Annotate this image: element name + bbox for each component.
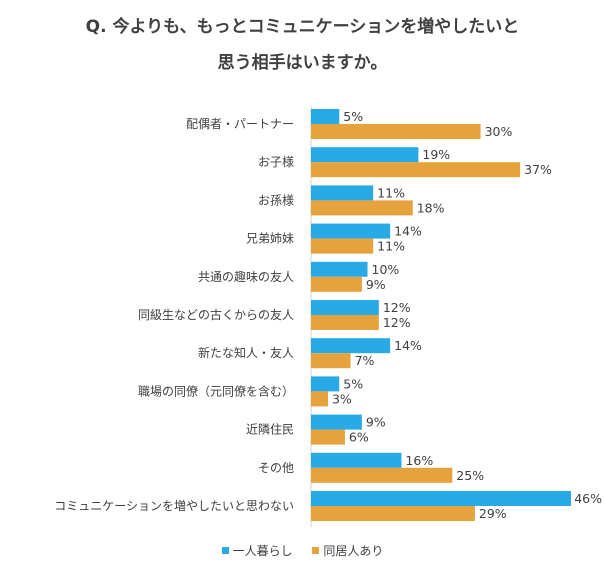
bar-cohabiting	[311, 506, 475, 521]
category-label: 同級生などの古くからの友人	[138, 307, 294, 322]
category-label: 職場の同僚（元同僚を含む）	[138, 383, 294, 398]
bar-single	[311, 185, 374, 201]
bar-single	[311, 491, 571, 506]
legend-swatch-single	[221, 547, 229, 554]
data-label-cohabiting: 25%	[456, 468, 484, 483]
data-label-cohabiting: 11%	[377, 239, 405, 254]
bar-cohabiting	[311, 429, 345, 445]
legend-item-single: 一人暮らし	[221, 542, 293, 559]
data-label-single: 46%	[574, 491, 602, 506]
bar-cohabiting	[311, 162, 521, 178]
bar-single	[311, 109, 340, 124]
bar-cohabiting	[311, 353, 351, 369]
bar-cohabiting	[311, 467, 453, 483]
category-label: 新たな知人・友人	[198, 345, 294, 360]
legend: 一人暮らし 同居人あり	[0, 542, 605, 559]
bar-cohabiting	[311, 124, 481, 139]
legend-swatch-cohabiting	[312, 547, 320, 554]
data-label-cohabiting: 12%	[383, 315, 411, 330]
data-label-cohabiting: 30%	[485, 124, 513, 139]
bar-single	[311, 147, 419, 163]
bar-cohabiting	[311, 391, 328, 407]
data-label-single: 10%	[372, 262, 400, 277]
category-label: 近隣住民	[246, 422, 294, 437]
data-label-single: 14%	[394, 224, 422, 239]
category-label: 共通の趣味の友人	[198, 269, 294, 284]
category-label: その他	[258, 461, 294, 475]
bar-cohabiting	[311, 200, 413, 216]
category-label: お孫様	[258, 193, 294, 207]
legend-label-single: 一人暮らし	[232, 544, 293, 558]
bar-cohabiting	[311, 276, 362, 292]
category-label: コミュニケーションを増やしたいと思わない	[54, 499, 294, 513]
bar-single	[311, 452, 402, 468]
data-label-single: 16%	[405, 453, 433, 468]
category-label: 配偶者・パートナー	[186, 117, 294, 131]
data-label-single: 12%	[383, 300, 411, 315]
bar-single	[311, 414, 362, 430]
data-label-cohabiting: 37%	[524, 162, 552, 177]
data-label-single: 5%	[343, 109, 363, 124]
category-label: 兄弟姉妹	[246, 231, 294, 246]
data-label-cohabiting: 6%	[349, 430, 369, 445]
chart-title-line-1: Q. 今よりも、もっとコミュニケーションを増やしたいと	[85, 17, 520, 37]
data-label-cohabiting: 29%	[479, 506, 507, 521]
data-label-cohabiting: 7%	[355, 353, 375, 368]
data-label-single: 11%	[377, 185, 405, 200]
data-label-cohabiting: 9%	[366, 277, 386, 292]
bar-single	[311, 223, 391, 239]
bar-cohabiting	[311, 238, 374, 254]
bar-single	[311, 376, 340, 392]
bar-cohabiting	[311, 315, 379, 330]
data-label-single: 9%	[366, 415, 386, 430]
legend-label-cohabiting: 同居人あり	[323, 544, 384, 558]
bar-single	[311, 261, 368, 277]
category-label: お子様	[258, 155, 294, 169]
chart-title-line-2: 思う相手はいますか。	[217, 53, 388, 73]
legend-item-cohabiting: 同居人あり	[312, 542, 383, 559]
data-label-cohabiting: 18%	[417, 200, 445, 215]
bar-single	[311, 338, 391, 354]
data-label-single: 14%	[394, 338, 422, 353]
data-label-cohabiting: 3%	[332, 391, 352, 406]
data-label-single: 19%	[422, 147, 450, 162]
bar-single	[311, 300, 379, 315]
data-label-single: 5%	[343, 376, 363, 391]
